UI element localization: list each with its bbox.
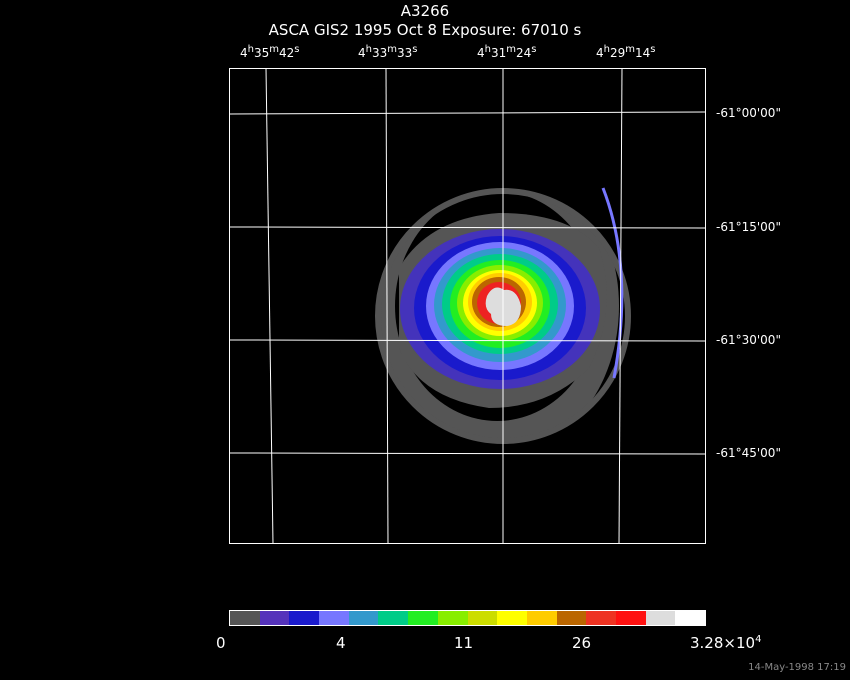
colorbar-swatch-13 xyxy=(586,611,616,625)
dec-label-4: -61°45'00" xyxy=(716,446,781,460)
colorbar-swatch-14 xyxy=(615,611,646,625)
coordinate-grid xyxy=(229,68,706,544)
dec-label-3: -61°30'00" xyxy=(716,333,781,347)
colorbar-swatch-7 xyxy=(408,611,438,625)
dec-label-1: -61°00'00" xyxy=(716,106,781,120)
colorbar-swatch-5 xyxy=(348,611,379,625)
colorbar-swatch-10 xyxy=(497,611,527,625)
ra-label-3: 4h31m24s xyxy=(477,44,537,60)
colorbar-label-2: 4 xyxy=(336,634,346,652)
colorbar-swatch-4 xyxy=(319,611,349,625)
object-title: A3266 xyxy=(400,2,450,20)
colorbar-label-min: 0 xyxy=(216,634,226,652)
colorbar-swatch-8 xyxy=(437,611,468,625)
xray-image xyxy=(229,68,706,544)
colorbar-swatch-6 xyxy=(378,611,409,625)
timestamp: 14-May-1998 17:19 xyxy=(748,662,846,673)
ra-label-1: 4h35m42s xyxy=(240,44,300,60)
colorbar-label-max: 3.28×104 xyxy=(690,634,762,652)
colorbar-swatch-3 xyxy=(289,611,320,625)
colorbar xyxy=(229,610,706,626)
colorbar-swatch-12 xyxy=(556,611,587,625)
colorbar-swatch-9 xyxy=(467,611,498,625)
ra-label-4: 4h29m14s xyxy=(596,44,656,60)
observation-info: ASCA GIS2 1995 Oct 8 Exposure: 67010 s xyxy=(268,21,582,39)
colorbar-label-4: 26 xyxy=(572,634,592,652)
ra-label-2: 4h33m33s xyxy=(358,44,418,60)
source-emission xyxy=(378,191,628,441)
colorbar-swatch-16 xyxy=(675,611,705,625)
colorbar-swatch-11 xyxy=(526,611,557,625)
dec-label-2: -61°15'00" xyxy=(716,220,781,234)
colorbar-label-3: 11 xyxy=(454,634,474,652)
colorbar-swatch-2 xyxy=(259,611,290,625)
image-frame xyxy=(229,68,706,544)
colorbar-swatch-15 xyxy=(645,611,676,625)
colorbar-swatch-1 xyxy=(230,611,260,625)
